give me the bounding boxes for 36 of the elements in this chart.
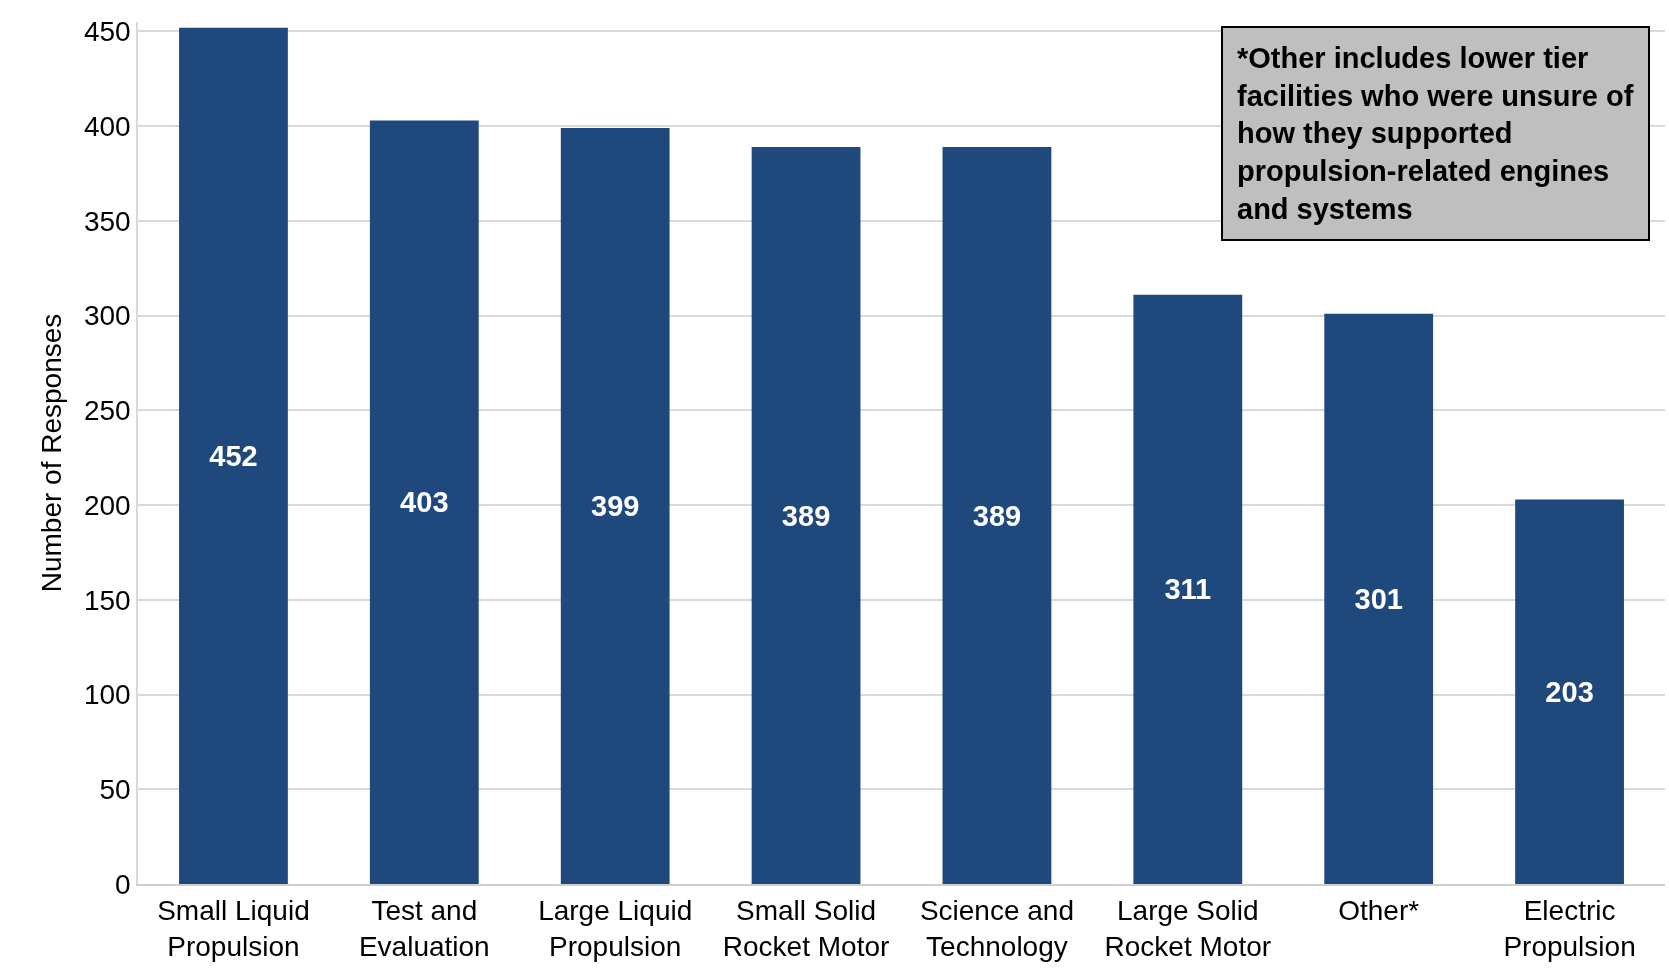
data-label: 301 [1354,582,1403,615]
y-tick-label: 450 [83,16,131,48]
bar [369,120,479,884]
bar [751,147,861,884]
y-tick-label: 400 [83,111,131,142]
x-tick-label: Small Solid Rocket Motor [722,894,890,962]
y-tick-label: 150 [83,584,131,616]
data-label: 389 [781,499,831,532]
y-axis-title: Number of Responses [36,313,68,593]
bar [1324,313,1434,884]
y-tick-label: 50 [99,774,131,806]
y-tick-label: 100 [83,679,131,711]
x-tick-label: Large Solid Rocket Motor [1104,894,1272,962]
bar [560,128,670,884]
x-tick-label: Other* [1338,894,1420,926]
data-label: 399 [590,490,640,523]
data-label: 203 [1545,675,1594,708]
data-label: 311 [1164,573,1212,606]
x-tick-label: Test and Evaluation [358,894,490,962]
data-label: 452 [209,439,258,472]
bar [942,147,1052,884]
x-tick-label: Electric Propulsion [1503,894,1636,962]
y-tick-label: 250 [83,395,131,427]
annotation: *Other includes lower tier facilities who were unsure of how they supported propulsion-related engines and systems [1237,42,1634,225]
y-tick-label: 300 [83,300,131,332]
x-tick-label: Small Liquid Propulsion [157,894,310,962]
y-tick-label: 200 [83,489,131,521]
bar [1515,499,1624,884]
data-label: 403 [400,486,449,519]
data-label: 389 [972,499,1022,532]
y-tick-label: 350 [83,205,131,237]
bar [179,27,288,884]
bar [1133,294,1243,884]
x-tick-label: Large Liquid Propulsion [538,894,693,962]
y-tick-label: 0 [115,868,131,900]
x-tick-label: Science and Technology [919,894,1074,962]
